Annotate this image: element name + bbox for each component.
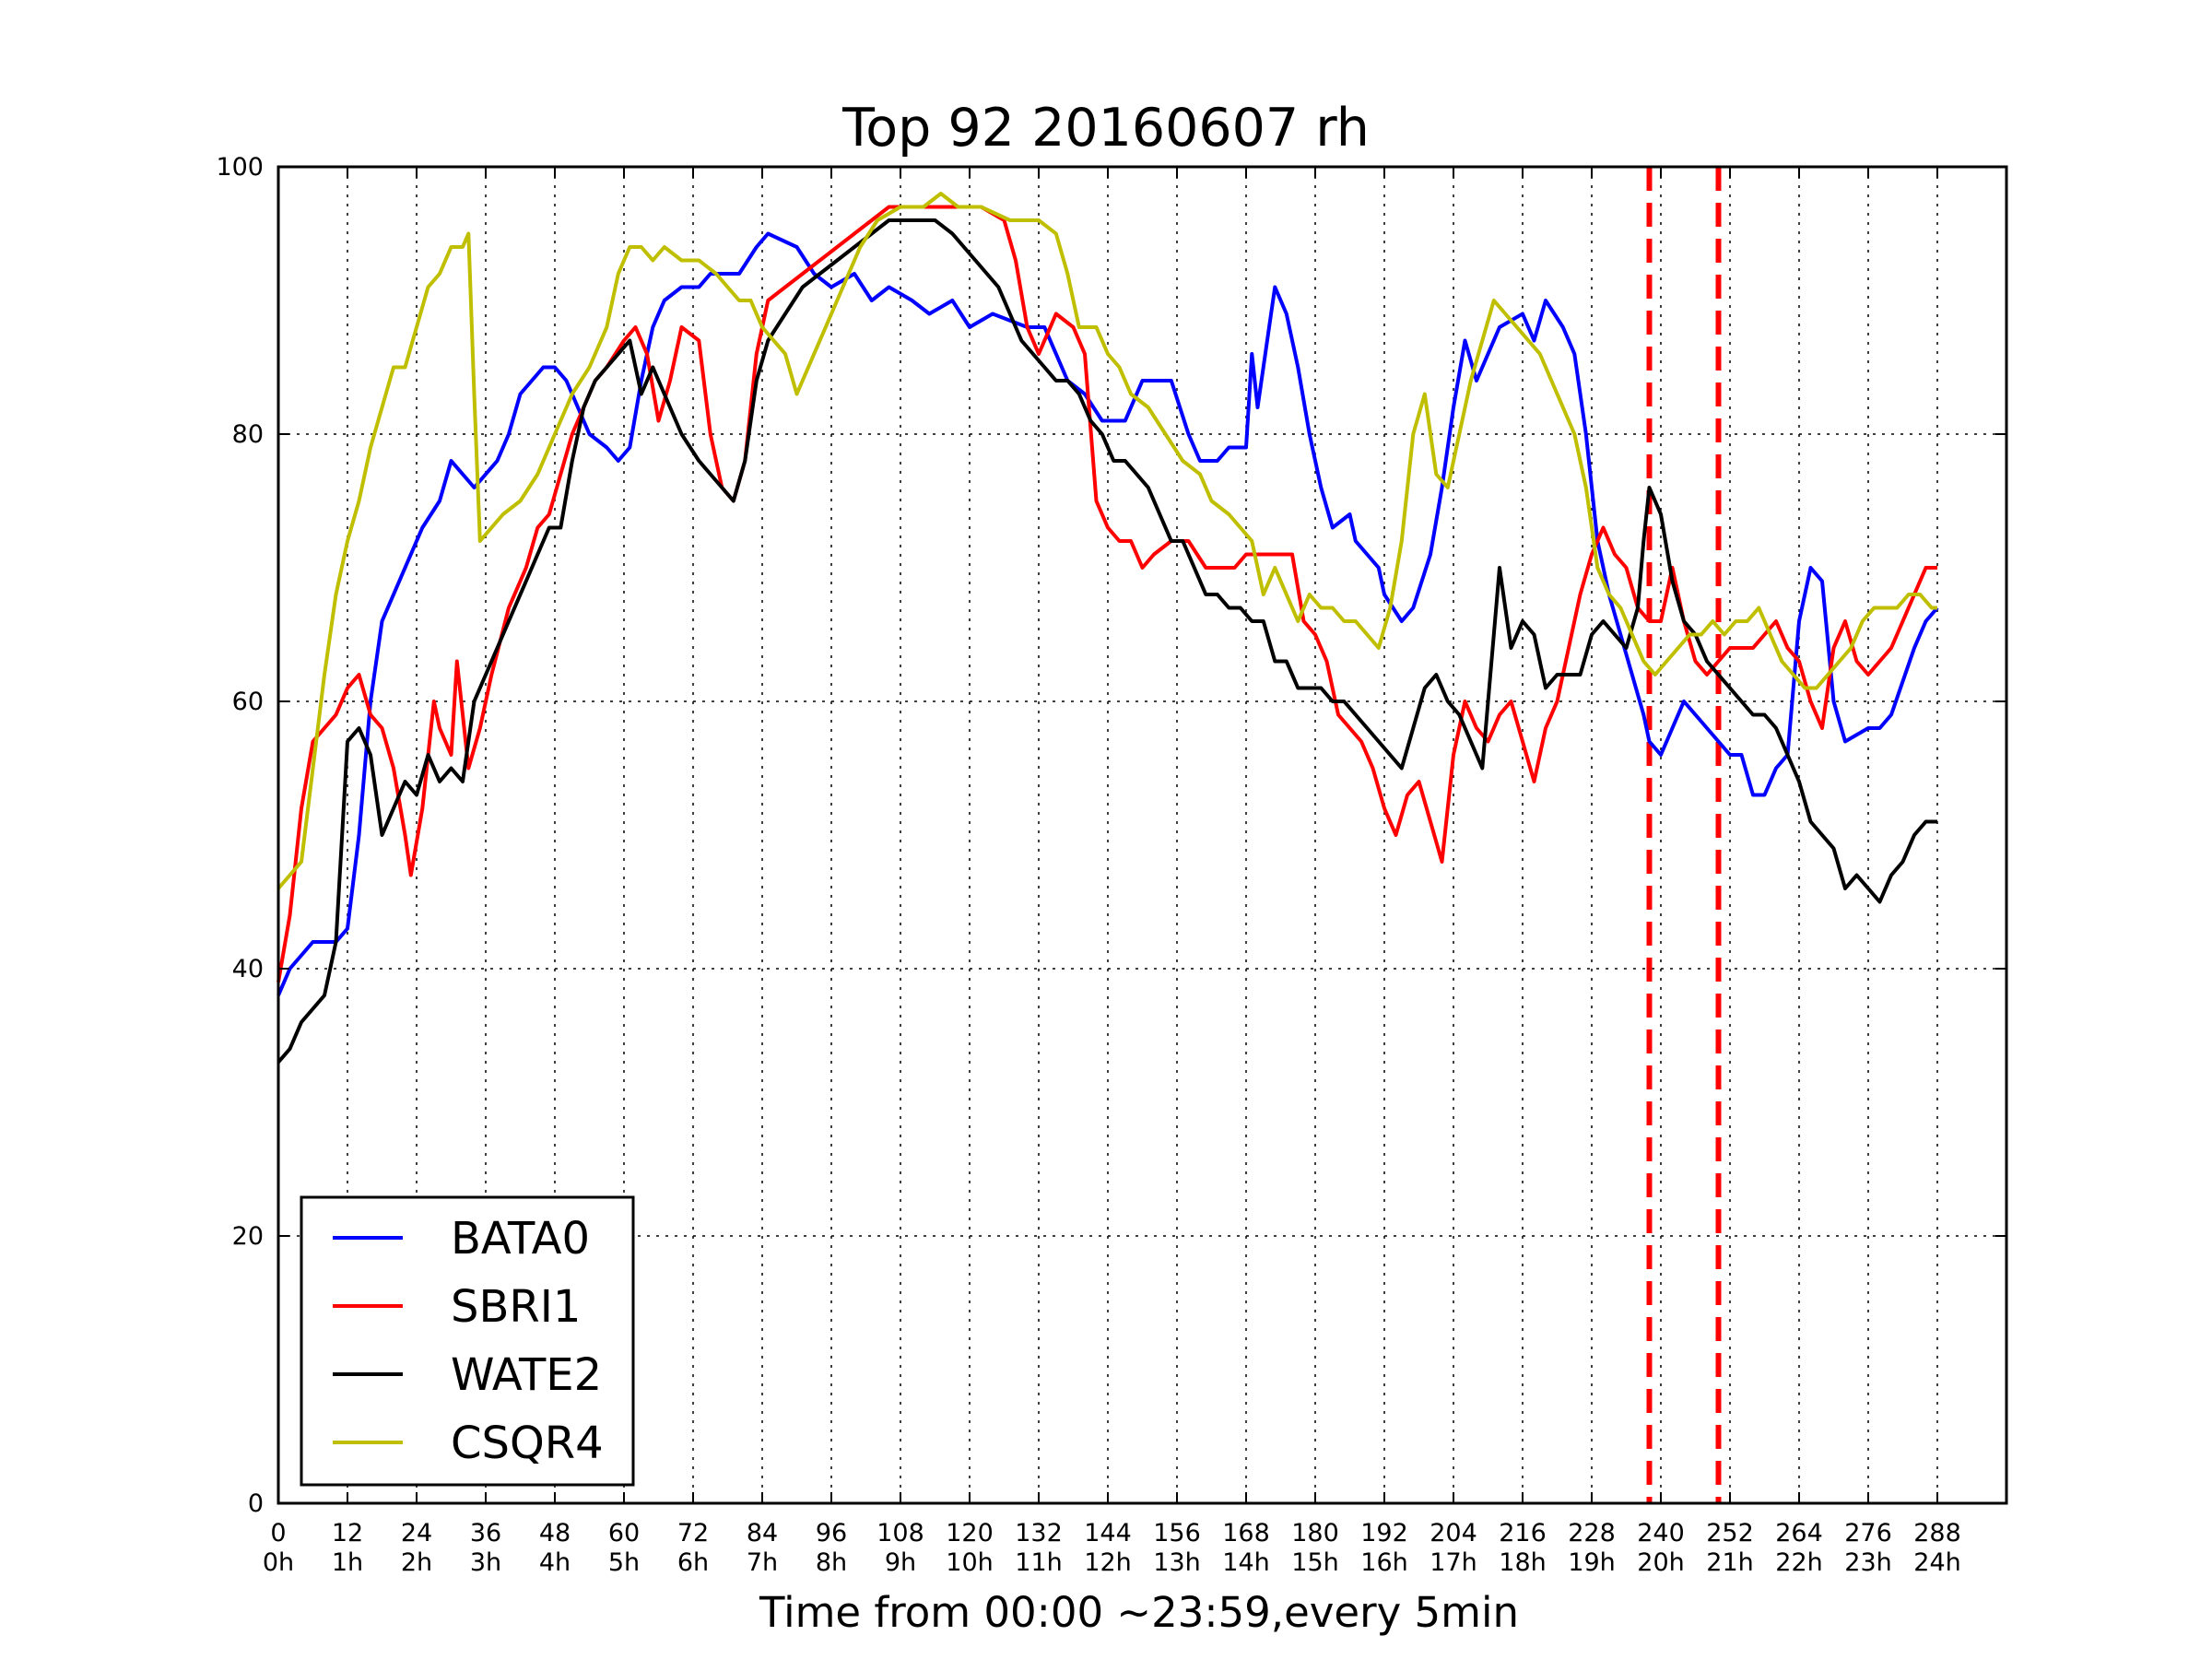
x-tick-label: 12 bbox=[332, 1519, 363, 1547]
x-tick-label: 144 bbox=[1084, 1519, 1132, 1547]
y-tick-label: 0 bbox=[248, 1489, 264, 1518]
x-tick-label: 72 bbox=[677, 1519, 709, 1547]
x-tick-hour-label: 18h bbox=[1499, 1548, 1546, 1577]
x-tick-hour-label: 0h bbox=[263, 1548, 294, 1577]
legend-label: SBRI1 bbox=[451, 1281, 581, 1333]
legend-label: WATE2 bbox=[451, 1349, 602, 1401]
series-line-bata0 bbox=[276, 231, 1939, 996]
x-tick-hour-label: 8h bbox=[816, 1548, 847, 1577]
x-tick-hour-label: 10h bbox=[946, 1548, 993, 1577]
legend-box bbox=[300, 1195, 635, 1487]
legend-label: BATA0 bbox=[451, 1213, 590, 1265]
x-tick-label: 264 bbox=[1775, 1519, 1823, 1547]
y-tick-label: 60 bbox=[232, 688, 264, 716]
y-tick-label: 80 bbox=[232, 420, 264, 449]
x-tick-label: 168 bbox=[1222, 1519, 1270, 1547]
x-tick-label: 180 bbox=[1291, 1519, 1339, 1547]
legend-label: CSQR4 bbox=[451, 1418, 604, 1469]
x-tick-hour-label: 15h bbox=[1291, 1548, 1338, 1577]
x-tick-hour-label: 12h bbox=[1084, 1548, 1131, 1577]
x-tick-hour-label: 23h bbox=[1844, 1548, 1891, 1577]
x-tick-label: 240 bbox=[1637, 1519, 1685, 1547]
x-tick-label: 216 bbox=[1499, 1519, 1547, 1547]
x-axis-label: Time from 00:00 ~23:59,every 5min bbox=[759, 1588, 1519, 1637]
x-tick-hour-label: 21h bbox=[1706, 1548, 1753, 1577]
x-tick-hour-label: 14h bbox=[1222, 1548, 1269, 1577]
x-tick-label: 276 bbox=[1844, 1519, 1892, 1547]
x-tick-hour-label: 2h bbox=[401, 1548, 432, 1577]
x-tick-label: 288 bbox=[1913, 1519, 1961, 1547]
x-tick-label: 108 bbox=[877, 1519, 924, 1547]
x-tick-label: 192 bbox=[1360, 1519, 1408, 1547]
vertical-markers bbox=[1646, 167, 1722, 1503]
x-tick-hour-label: 17h bbox=[1430, 1548, 1477, 1577]
y-tick-label: 40 bbox=[232, 955, 264, 983]
chart-title: Top 92 20160607 rh bbox=[841, 98, 1370, 159]
y-axis-ticks: 0 20 40 60 80 100 bbox=[216, 153, 2006, 1518]
x-tick-hour-label: 1h bbox=[332, 1548, 363, 1577]
x-tick-label: 96 bbox=[816, 1519, 847, 1547]
x-tick-hour-label: 22h bbox=[1775, 1548, 1822, 1577]
x-tick-hour-label: 20h bbox=[1637, 1548, 1684, 1577]
x-tick-hour-label: 16h bbox=[1360, 1548, 1407, 1577]
x-tick-hour-label: 24h bbox=[1913, 1548, 1960, 1577]
x-tick-hour-label: 13h bbox=[1153, 1548, 1200, 1577]
x-tick-label: 0 bbox=[270, 1519, 286, 1547]
legend: BATA0 SBRI1 WATE2 CSQR4 bbox=[300, 1195, 635, 1487]
x-tick-hour-label: 11h bbox=[1015, 1548, 1062, 1577]
series-line-wate2 bbox=[276, 218, 1937, 1064]
x-tick-label: 120 bbox=[946, 1519, 994, 1547]
x-tick-label: 60 bbox=[608, 1519, 640, 1547]
y-tick-label: 20 bbox=[232, 1222, 264, 1251]
x-tick-label: 24 bbox=[401, 1519, 432, 1547]
x-tick-label: 36 bbox=[470, 1519, 501, 1547]
x-tick-label: 252 bbox=[1706, 1519, 1754, 1547]
x-tick-label: 84 bbox=[747, 1519, 778, 1547]
series-lines bbox=[276, 192, 1939, 1064]
x-tick-hour-label: 19h bbox=[1568, 1548, 1615, 1577]
plot-frame bbox=[276, 165, 2008, 1505]
x-tick-label: 48 bbox=[539, 1519, 571, 1547]
series-line-sbri1 bbox=[276, 205, 1937, 982]
x-tick-hour-label: 4h bbox=[539, 1548, 571, 1577]
x-tick-hour-label: 5h bbox=[608, 1548, 640, 1577]
x-tick-label: 156 bbox=[1153, 1519, 1201, 1547]
y-tick-label: 100 bbox=[216, 153, 264, 182]
x-tick-label: 204 bbox=[1430, 1519, 1477, 1547]
x-tick-hour-label: 7h bbox=[747, 1548, 778, 1577]
series-line-csqr4 bbox=[276, 192, 1937, 890]
x-tick-hour-label: 9h bbox=[885, 1548, 916, 1577]
x-tick-label: 132 bbox=[1015, 1519, 1063, 1547]
x-tick-hour-label: 3h bbox=[470, 1548, 501, 1577]
x-tick-label: 228 bbox=[1568, 1519, 1616, 1547]
x-tick-hour-label: 6h bbox=[677, 1548, 709, 1577]
